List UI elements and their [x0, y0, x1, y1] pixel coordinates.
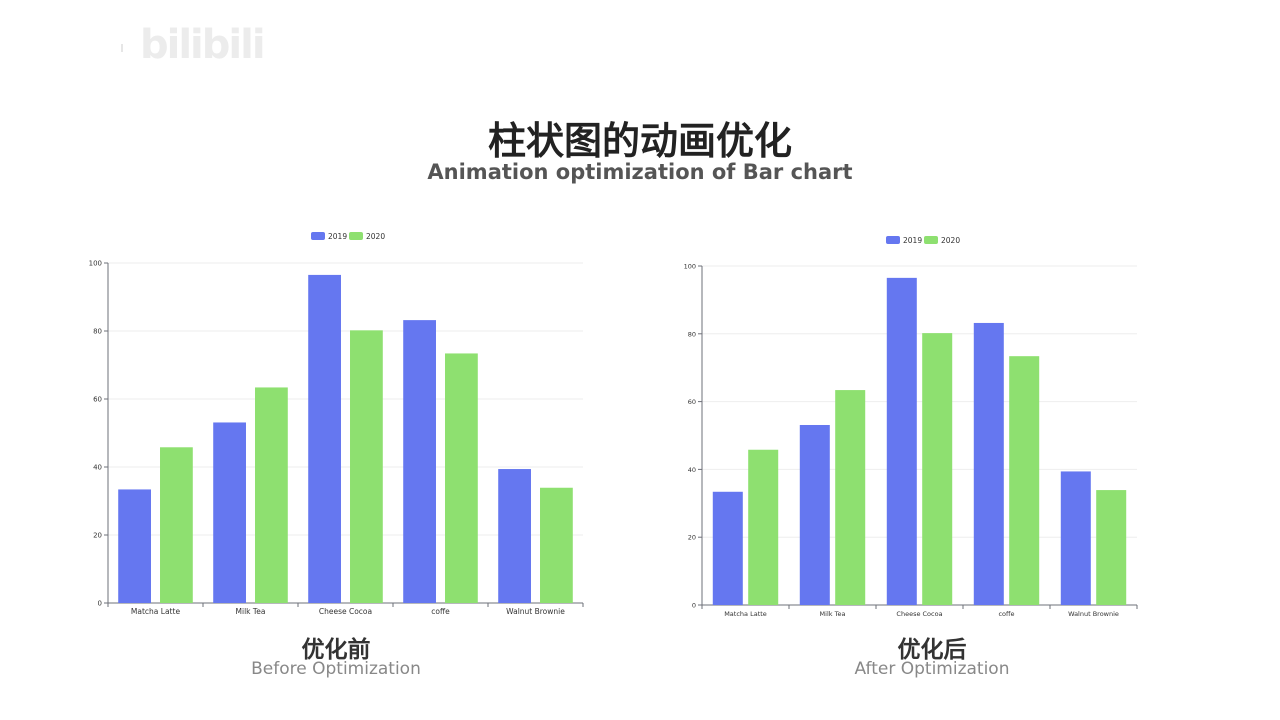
caption-after-en: After Optimization [854, 659, 1010, 679]
legend-label: 2020 [366, 232, 385, 241]
bar-2020 [255, 387, 288, 603]
page-subtitle: Animation optimization of Bar chart [427, 160, 853, 184]
bar-2019 [118, 489, 151, 603]
bar-2019 [1060, 471, 1091, 605]
page-title: 柱状图的动画优化 [487, 119, 792, 163]
y-tick-label: 100 [684, 263, 696, 271]
caption-before-cn: 优化前 [301, 637, 371, 663]
x-tick-label: coffe [998, 610, 1014, 618]
y-tick-label: 40 [93, 464, 102, 472]
legend-label: 2019 [328, 232, 347, 241]
bar-2019 [213, 422, 246, 603]
y-tick-label: 100 [89, 260, 102, 268]
x-tick-label: Matcha Latte [724, 610, 767, 618]
bar-2020 [445, 353, 478, 603]
bar-2019 [403, 320, 436, 603]
bar-2020 [160, 447, 193, 603]
y-tick-label: 80 [93, 328, 102, 336]
bar-2020 [1009, 356, 1040, 605]
bar-2020 [922, 333, 953, 605]
x-tick-label: Matcha Latte [131, 607, 181, 616]
bilibili-watermark: bilibili [140, 22, 266, 68]
bar-2020 [835, 390, 866, 605]
x-tick-label: coffe [431, 607, 450, 616]
y-tick-label: 0 [98, 600, 102, 608]
y-tick-label: 60 [93, 396, 102, 404]
x-tick-label: Milk Tea [236, 607, 266, 616]
bar-2020 [1096, 490, 1127, 605]
bar-chart-before: 0 20 40 60 80 100 Matcha Latte Milk Tea Cheese C… [89, 232, 584, 616]
legend-swatch [311, 232, 325, 240]
bar-2020 [540, 487, 573, 603]
bar-2019 [886, 277, 917, 605]
x-tick-label: Walnut Brownie [1068, 610, 1119, 618]
bar-2019 [308, 274, 341, 603]
legend-label: 2019 [903, 236, 922, 245]
bar-2019 [799, 424, 830, 605]
caption-after-cn: 优化后 [897, 637, 967, 663]
legend-swatch [349, 232, 363, 240]
y-tick-label: 80 [688, 330, 696, 338]
bar-2019 [973, 322, 1004, 605]
legend-swatch [886, 236, 900, 244]
bar-2019 [498, 469, 531, 603]
caption-before-en: Before Optimization [251, 659, 421, 679]
x-tick-label: Cheese Cocoa [319, 607, 372, 616]
y-tick-label: 0 [692, 602, 696, 610]
bar-2019 [712, 491, 743, 605]
x-tick-label: Cheese Cocoa [896, 610, 942, 618]
bar-2020 [350, 330, 383, 603]
legend-label: 2020 [941, 236, 960, 245]
legend-swatch [924, 236, 938, 244]
y-tick-label: 60 [688, 398, 696, 406]
x-tick-label: Walnut Brownie [506, 607, 565, 616]
bar-2020 [748, 449, 779, 605]
y-tick-label: 20 [688, 534, 696, 542]
y-tick-label: 40 [688, 466, 696, 474]
y-tick-label: 20 [93, 532, 102, 540]
x-tick-label: Milk Tea [820, 610, 846, 618]
watermark-mark [121, 44, 123, 52]
bar-chart-after: 0 20 40 60 80 100 Matcha Latte Milk Tea Cheese C… [684, 236, 1138, 618]
